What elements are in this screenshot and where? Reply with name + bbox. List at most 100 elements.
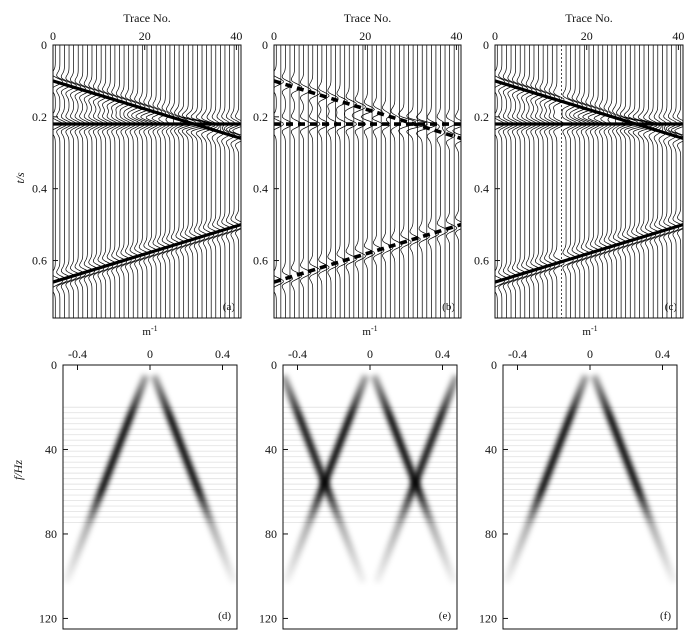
y-tick-label: 120: [479, 611, 497, 625]
trace: [201, 45, 219, 318]
trace: [382, 45, 394, 318]
x-tick-label: 40: [672, 29, 684, 43]
trace: [300, 45, 312, 318]
trace: [406, 45, 428, 318]
wiggle-panel-b: 0 20 40 Trace No. 0 0.2 0.4 0.6 (b): [253, 11, 462, 319]
trace: [232, 45, 241, 318]
trace: [632, 45, 655, 318]
x-tick-label: 20: [139, 29, 151, 43]
trace: [228, 45, 241, 318]
trace: [115, 45, 128, 318]
trace: [619, 45, 638, 318]
trace: [318, 45, 330, 318]
trace: [530, 45, 542, 318]
wiggle-panel-c: 0 20 40 Trace No. 0 0.2 0.4 0.6 (c): [474, 11, 684, 319]
x-tick-label: 40: [230, 29, 242, 43]
energy-ridge: [63, 374, 150, 584]
bottom-y-axis-label: f/Hz: [11, 460, 25, 480]
trace: [131, 45, 146, 318]
trace: [185, 45, 208, 318]
trace: [398, 45, 417, 318]
trace: [670, 45, 683, 318]
trace: [539, 45, 551, 318]
x-tick-label: 0: [492, 29, 498, 43]
panel-label: (d): [218, 610, 231, 622]
trace: [627, 45, 650, 318]
energy-ridge: [150, 374, 237, 584]
x-tick-label: 20: [581, 29, 593, 43]
plot-frame: [273, 44, 462, 319]
trace: [612, 45, 625, 318]
trace: [436, 45, 449, 318]
trace: [92, 45, 105, 318]
trace: [653, 45, 666, 318]
trace: [106, 45, 118, 318]
x-tick-label: 0: [587, 347, 593, 361]
plot-frame: [494, 44, 684, 319]
x-axis-label: Trace No.: [344, 11, 392, 25]
x-tick-label: 0.4: [435, 347, 450, 361]
trace: [65, 45, 77, 318]
trace: [643, 45, 661, 318]
panel-label: (a): [223, 301, 236, 313]
trace: [416, 45, 436, 318]
traces: [495, 45, 683, 318]
x-axis-label: m-1: [362, 324, 377, 338]
trace: [170, 45, 183, 318]
trace: [327, 45, 339, 318]
trace: [60, 45, 73, 318]
x-axis-label: m-1: [142, 324, 157, 338]
trace: [565, 45, 579, 318]
trace: [445, 45, 458, 318]
trace: [452, 45, 461, 318]
event-line: [53, 223, 241, 284]
trace: [177, 45, 196, 318]
trace: [648, 45, 662, 318]
x-tick-label: 20: [359, 29, 371, 43]
x-axis-label: Trace No.: [565, 11, 613, 25]
trace: [521, 45, 533, 318]
trace: [161, 45, 174, 318]
y-tick-label: 120: [39, 611, 57, 625]
trace: [53, 45, 63, 318]
trace: [587, 45, 602, 318]
aliased-energy-ridge: [283, 374, 367, 584]
fk-panel-d: -0.4 0 0.4 m-1 0 40 80 120 (d): [39, 324, 238, 630]
trace: [190, 45, 213, 318]
trace: [151, 45, 164, 318]
trace: [561, 45, 574, 318]
trace: [573, 45, 588, 318]
heatmap-image: [283, 374, 457, 587]
trace: [157, 45, 169, 318]
event-line: [274, 79, 461, 141]
y-tick-label: 0: [41, 38, 47, 52]
y-tick-label: 0: [262, 38, 268, 52]
trace: [344, 45, 357, 318]
trace: [221, 45, 233, 318]
trace: [211, 45, 224, 318]
event-line: [53, 79, 241, 140]
x-axis-label: m-1: [582, 324, 597, 338]
y-tick-label: 0.6: [253, 254, 268, 268]
trace: [216, 45, 229, 318]
x-tick-label: -0.4: [288, 347, 307, 361]
event-line: [274, 222, 461, 284]
trace: [674, 45, 683, 318]
trace: [102, 45, 114, 318]
trace: [426, 45, 440, 318]
trace: [123, 45, 137, 318]
trace: [548, 45, 560, 318]
trace: [83, 45, 96, 318]
y-tick-label: 0: [491, 358, 497, 372]
trace: [544, 45, 556, 318]
trace: [553, 45, 565, 318]
trace: [69, 45, 82, 318]
panel-label: (b): [442, 301, 455, 313]
event-line: [495, 79, 683, 140]
panel-label: (e): [439, 610, 452, 622]
y-tick-label: 0.6: [32, 254, 47, 268]
heatmap-image: [503, 374, 677, 587]
y-tick-label: 0.2: [474, 110, 489, 124]
y-tick-label: 80: [485, 527, 497, 541]
